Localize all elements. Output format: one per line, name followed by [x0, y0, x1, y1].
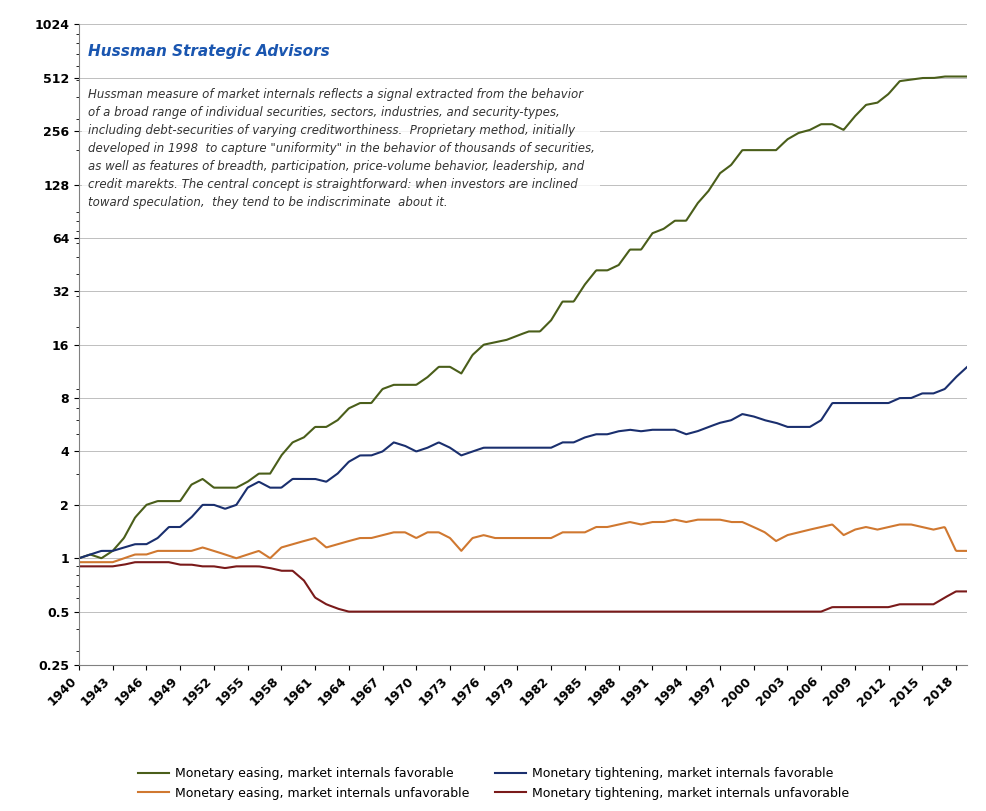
Monetary tightening, market internals unfavorable: [783, 607, 795, 616]
Monetary easing, market internals unfavorable: [73, 557, 85, 567]
Monetary easing, market internals favorable: [960, 71, 972, 81]
Monetary tightening, market internals favorable: [73, 553, 85, 563]
Text: Hussman Strategic Advisors: Hussman Strategic Advisors: [88, 44, 329, 58]
Line: Monetary tightening, market internals unfavorable: Monetary tightening, market internals un…: [79, 562, 966, 611]
Monetary easing, market internals unfavorable: [782, 530, 794, 539]
Monetary tightening, market internals unfavorable: [767, 607, 779, 616]
Monetary tightening, market internals favorable: [781, 422, 793, 431]
Monetary easing, market internals favorable: [781, 135, 793, 144]
Monetary easing, market internals unfavorable: [682, 517, 694, 526]
Monetary easing, market internals unfavorable: [960, 546, 972, 556]
Monetary easing, market internals favorable: [432, 363, 444, 372]
Monetary tightening, market internals favorable: [164, 522, 176, 532]
Line: Monetary easing, market internals favorable: Monetary easing, market internals favora…: [79, 76, 966, 558]
Monetary easing, market internals favorable: [73, 553, 85, 563]
Monetary tightening, market internals favorable: [432, 438, 444, 448]
Monetary tightening, market internals unfavorable: [130, 557, 142, 567]
Monetary easing, market internals unfavorable: [766, 534, 778, 543]
Monetary easing, market internals unfavorable: [691, 515, 703, 525]
Monetary tightening, market internals unfavorable: [684, 607, 696, 616]
Monetary tightening, market internals favorable: [682, 429, 694, 439]
Monetary tightening, market internals unfavorable: [343, 607, 355, 616]
Monetary easing, market internals favorable: [164, 496, 176, 506]
Monetary tightening, market internals unfavorable: [434, 607, 446, 616]
Monetary tightening, market internals unfavorable: [165, 558, 176, 568]
Monetary easing, market internals favorable: [765, 145, 777, 155]
Legend: Monetary easing, market internals favorable, Monetary easing, market internals u: Monetary easing, market internals favora…: [132, 762, 854, 805]
Monetary easing, market internals unfavorable: [164, 546, 176, 556]
Monetary easing, market internals favorable: [682, 212, 694, 221]
Line: Monetary easing, market internals unfavorable: Monetary easing, market internals unfavo…: [79, 520, 966, 562]
Line: Monetary tightening, market internals favorable: Monetary tightening, market internals fa…: [79, 367, 966, 558]
Text: Hussman measure of market internals reflects a signal extracted from the behavio: Hussman measure of market internals refl…: [88, 88, 595, 209]
Monetary easing, market internals unfavorable: [432, 527, 444, 537]
Monetary easing, market internals unfavorable: [463, 536, 475, 546]
Monetary tightening, market internals unfavorable: [465, 607, 477, 616]
Monetary tightening, market internals favorable: [960, 362, 972, 371]
Monetary tightening, market internals favorable: [463, 448, 475, 457]
Monetary easing, market internals favorable: [938, 71, 950, 81]
Monetary tightening, market internals unfavorable: [960, 586, 972, 596]
Monetary tightening, market internals unfavorable: [73, 561, 85, 571]
Monetary easing, market internals favorable: [463, 354, 475, 363]
Monetary tightening, market internals favorable: [765, 417, 777, 427]
